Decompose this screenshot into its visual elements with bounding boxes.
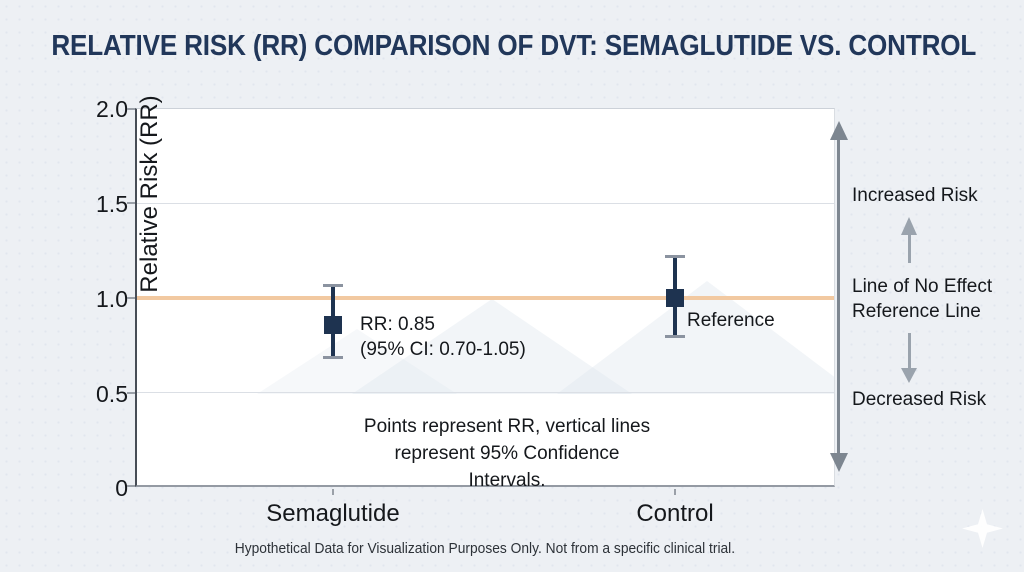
ytick-2-0: 2.0: [96, 96, 128, 122]
footer-disclaimer-row: Hypothetical Data for Visualization Purp…: [0, 540, 970, 558]
control-rr-marker: [666, 289, 684, 307]
semaglutide-ci-cap-bottom: [323, 356, 343, 359]
no-effect-label: Line of No Effect Reference Line: [852, 274, 992, 324]
footer-disclaimer: Hypothetical Data for Visualization Purp…: [234, 540, 736, 557]
small-arrow-down-icon: [901, 368, 917, 383]
note-line-1: Points represent RR, vertical lines: [363, 416, 651, 437]
no-effect-line-2: Reference Line: [852, 301, 981, 322]
semaglutide-rr-marker: [324, 316, 342, 334]
page-title: RELATIVE RISK (RR) COMPARISON OF DVT: SE…: [51, 30, 977, 62]
small-arrow-up-shaft: [908, 234, 911, 263]
control-ci-cap-top: [665, 255, 685, 258]
ytick-mark: [127, 202, 135, 204]
xtick-mark-control: [674, 489, 676, 495]
xtick-label-semaglutide: Semaglutide: [266, 500, 400, 527]
ytick-mark: [127, 297, 135, 299]
xtick-mark-semaglutide: [332, 489, 334, 495]
increased-risk-label: Increased Risk: [852, 185, 978, 206]
ytick-0-5: 0.5: [96, 381, 128, 407]
semaglutide-ci-value: (95% CI: 0.70-1.05): [360, 339, 526, 360]
gridline-1-5: [137, 203, 834, 204]
semaglutide-rr-value: RR: 0.85: [360, 314, 435, 335]
arrow-up-icon: [830, 121, 848, 140]
ytick-mark: [127, 392, 135, 394]
small-arrow-up-icon: [901, 217, 917, 235]
decreased-risk-label: Decreased Risk: [852, 389, 987, 410]
control-ci-cap-bottom: [665, 335, 685, 338]
risk-axis-arrow-shaft: [837, 139, 840, 454]
ytick-mark: [127, 108, 135, 110]
semaglutide-rr-label: RR: 0.85 (95% CI: 0.70-1.05): [360, 312, 526, 362]
no-effect-line-1: Line of No Effect: [852, 276, 993, 297]
page-title-row: RELATIVE RISK (RR) COMPARISON OF DVT: SE…: [0, 30, 1024, 63]
ytick-0: 0: [115, 475, 128, 501]
control-reference-label: Reference: [687, 310, 775, 331]
plot-area: [135, 108, 835, 487]
ytick-mark: [127, 485, 135, 487]
xtick-label-control: Control: [636, 500, 714, 527]
ytick-1-5: 1.5: [96, 191, 128, 217]
no-effect-reference-line: [137, 296, 834, 300]
ci-explanation-note: Points represent RR, vertical lines repr…: [357, 413, 657, 494]
small-arrow-down-shaft: [908, 333, 911, 369]
note-line-2: represent 95% Confidence Intervals.: [394, 443, 620, 491]
ytick-1-0: 1.0: [96, 286, 128, 312]
arrow-down-icon: [830, 453, 848, 472]
gridline-0-5: [137, 392, 834, 393]
y-axis-title: Relative Risk (RR): [136, 95, 163, 293]
semaglutide-ci-cap-top: [323, 284, 343, 287]
